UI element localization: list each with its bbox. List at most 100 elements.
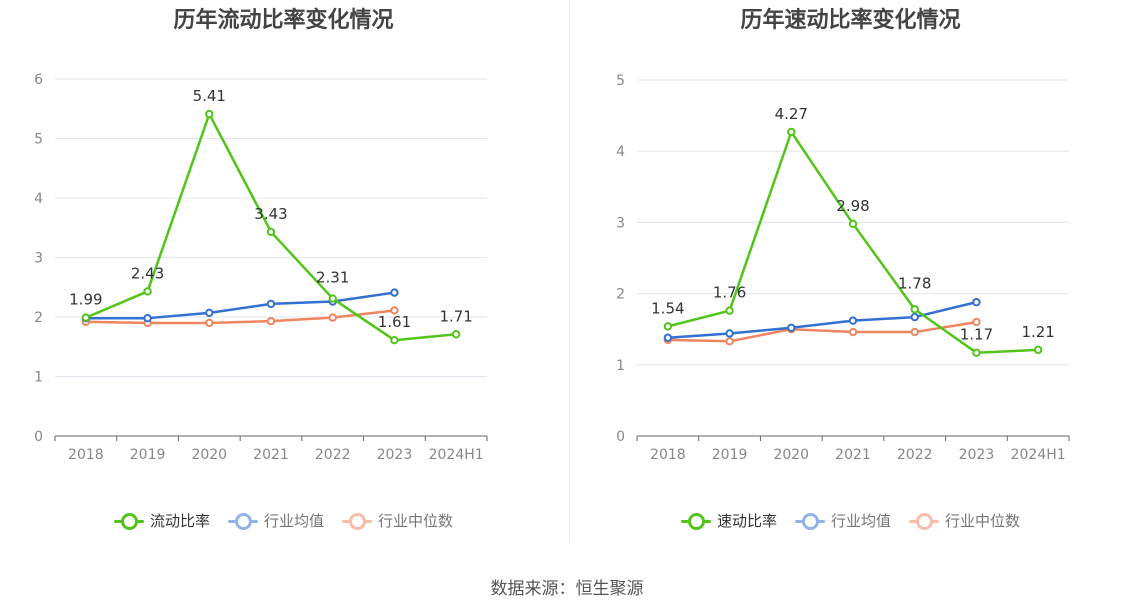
legend-item[interactable]: 行业中位数: [909, 510, 1020, 531]
legend-marker-icon: [680, 512, 711, 530]
x-tick-label: 2024H1: [1011, 447, 1066, 463]
data-point[interactable]: [205, 308, 214, 318]
legend-marker-icon: [227, 512, 258, 530]
current-ratio-panel: 历年流动比率变化情况 0 1 2 3 4 5 6 2018 2019 2020 2021 2022 20…: [0, 0, 567, 545]
y-tick-label: 4: [34, 191, 43, 207]
series-line: [85, 309, 395, 325]
data-point[interactable]: [972, 317, 981, 327]
data-point[interactable]: [725, 337, 734, 346]
chart-legend: 速动比率 行业均值 行业中位数: [567, 510, 1134, 531]
data-label: 3.43: [254, 205, 287, 223]
data-point[interactable]: [266, 299, 276, 309]
data-point[interactable]: [663, 322, 673, 331]
legend-label: 速动比率: [716, 512, 777, 530]
data-label: 2.31: [316, 269, 349, 287]
x-tick-label: 2023: [959, 447, 995, 463]
legend-item[interactable]: 行业中位数: [342, 510, 453, 531]
y-tick-label: 4: [616, 144, 625, 160]
x-tick-label: 2021: [835, 447, 871, 463]
y-tick-label: 3: [34, 251, 43, 267]
x-tick-label: 2024H1: [429, 447, 484, 463]
data-point[interactable]: [451, 330, 461, 339]
data-source-note: 数据来源：恒生聚源: [490, 579, 644, 599]
legend-label: 行业均值: [830, 512, 891, 530]
quick-ratio-panel: 历年速动比率变化情况 0 1 2 3 4 5 2018 2019 2020 2021 2022 202…: [567, 0, 1134, 545]
data-label: 1.21: [1021, 323, 1054, 341]
x-tick-label: 2018: [68, 447, 104, 463]
current-ratio-chart: 0 1 2 3 4 5 6 2018 2019 2020 2021 2022 2023 2024H1 1.9…: [34, 72, 488, 463]
x-tick-label: 2021: [253, 447, 289, 463]
series-line: [667, 300, 977, 339]
x-tick-label: 2020: [191, 447, 227, 463]
data-point[interactable]: [328, 294, 337, 303]
y-tick-label: 0: [34, 429, 43, 445]
data-label: 1.99: [69, 291, 102, 309]
legend-item[interactable]: 行业均值: [227, 510, 324, 531]
legend-marker-icon: [342, 512, 372, 530]
data-label: 2.98: [836, 197, 869, 215]
data-point[interactable]: [848, 327, 858, 337]
data-point[interactable]: [390, 336, 399, 345]
data-point[interactable]: [143, 313, 152, 323]
data-label: 1.76: [713, 284, 746, 302]
x-tick-label: 2023: [377, 447, 413, 463]
y-tick-label: 2: [34, 310, 43, 326]
data-point[interactable]: [205, 109, 214, 119]
y-tick-label: 5: [34, 132, 43, 148]
data-point[interactable]: [972, 297, 981, 307]
data-point[interactable]: [390, 288, 399, 297]
data-label: 5.41: [193, 87, 226, 105]
legend-item[interactable]: 行业均值: [794, 510, 891, 531]
data-point[interactable]: [266, 316, 276, 326]
data-point[interactable]: [787, 127, 796, 137]
y-tick-label: 3: [616, 215, 625, 231]
data-label: 1.71: [439, 307, 472, 325]
data-point[interactable]: [205, 318, 214, 328]
x-tick-label: 2020: [773, 447, 809, 463]
y-tick-label: 5: [616, 73, 625, 89]
chart-legend: 流动比率 行业均值 行业中位数: [0, 510, 567, 531]
y-tick-label: 1: [34, 370, 43, 386]
legend-label: 行业中位数: [378, 512, 454, 530]
y-tick-label: 0: [616, 429, 625, 445]
x-tick-label: 2022: [897, 447, 933, 463]
data-point[interactable]: [725, 306, 734, 315]
x-tick-label: 2018: [650, 447, 686, 463]
data-label: 4.27: [775, 105, 808, 123]
data-point[interactable]: [910, 327, 919, 337]
data-point[interactable]: [910, 305, 919, 314]
data-point[interactable]: [390, 306, 399, 315]
legend-item[interactable]: 流动比率: [113, 510, 210, 531]
data-point[interactable]: [787, 323, 796, 332]
data-point[interactable]: [725, 329, 734, 338]
legend-marker-icon: [113, 512, 144, 530]
data-label: 1.78: [898, 274, 931, 292]
data-point[interactable]: [910, 312, 919, 322]
data-point[interactable]: [1033, 345, 1043, 355]
data-point[interactable]: [663, 333, 673, 342]
data-point[interactable]: [81, 313, 91, 322]
x-tick-label: 2019: [712, 447, 748, 463]
y-tick-label: 6: [34, 72, 43, 88]
panel-divider: [569, 0, 570, 542]
data-point[interactable]: [972, 348, 981, 357]
data-point[interactable]: [143, 287, 152, 296]
chart-title: 历年流动比率变化情况: [173, 8, 394, 33]
data-label: 1.61: [378, 313, 411, 331]
quick-ratio-chart: 0 1 2 3 4 5 2018 2019 2020 2021 2022 2023 2024H1 1.54…: [616, 73, 1070, 463]
data-point[interactable]: [328, 313, 337, 322]
data-point[interactable]: [848, 316, 858, 325]
data-point[interactable]: [848, 219, 858, 229]
chart-title: 历年速动比率变化情况: [740, 8, 961, 33]
data-label: 2.43: [131, 264, 164, 282]
legend-item[interactable]: 速动比率: [680, 510, 777, 531]
data-label: 1.17: [960, 326, 993, 344]
x-tick-label: 2019: [130, 447, 166, 463]
x-tick-label: 2022: [315, 447, 351, 463]
legend-marker-icon: [909, 512, 939, 530]
y-tick-label: 1: [616, 358, 625, 374]
series-line: [667, 320, 977, 343]
legend-marker-icon: [794, 512, 825, 530]
data-point[interactable]: [266, 227, 276, 237]
legend-label: 流动比率: [149, 512, 210, 530]
